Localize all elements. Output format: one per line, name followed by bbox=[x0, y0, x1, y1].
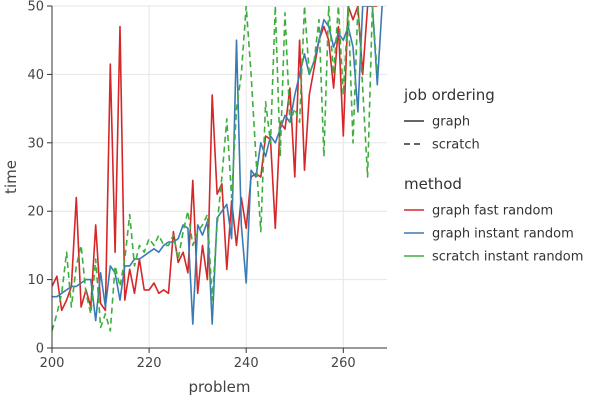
y-tick-label: 0 bbox=[36, 342, 44, 357]
x-tick-label: 200 bbox=[40, 356, 65, 371]
legend-label-graph-instant-random: graph instant random bbox=[432, 227, 574, 242]
x-axis-title: problem bbox=[188, 378, 250, 396]
series-line-graph-fast-random bbox=[52, 6, 378, 312]
y-tick-label: 50 bbox=[27, 0, 44, 15]
y-tick-label: 40 bbox=[27, 68, 44, 83]
y-axis-title: time bbox=[2, 160, 20, 194]
x-tick-label: 260 bbox=[331, 356, 356, 371]
y-tick-label: 30 bbox=[27, 136, 44, 151]
axes: 200 220 240 260 0 10 20 30 40 50 problem time bbox=[2, 0, 387, 396]
series-lines bbox=[52, 6, 383, 332]
legend-title-job-ordering: job ordering bbox=[403, 86, 495, 104]
legend-label-scratch-instant-random: scratch instant random bbox=[432, 250, 583, 265]
legend-label-scratch: scratch bbox=[432, 138, 480, 153]
y-tick-label: 10 bbox=[27, 273, 44, 288]
x-tick-label: 220 bbox=[137, 356, 162, 371]
x-tick-label: 240 bbox=[234, 356, 259, 371]
legend: job ordering graph scratch method graph fast… bbox=[403, 86, 583, 265]
legend-label-graph-fast-random: graph fast random bbox=[432, 204, 553, 219]
legend-label-graph: graph bbox=[432, 115, 470, 130]
series-line-graph-instant-random bbox=[52, 6, 383, 325]
y-tick-label: 20 bbox=[27, 205, 44, 220]
legend-title-method: method bbox=[404, 175, 462, 193]
